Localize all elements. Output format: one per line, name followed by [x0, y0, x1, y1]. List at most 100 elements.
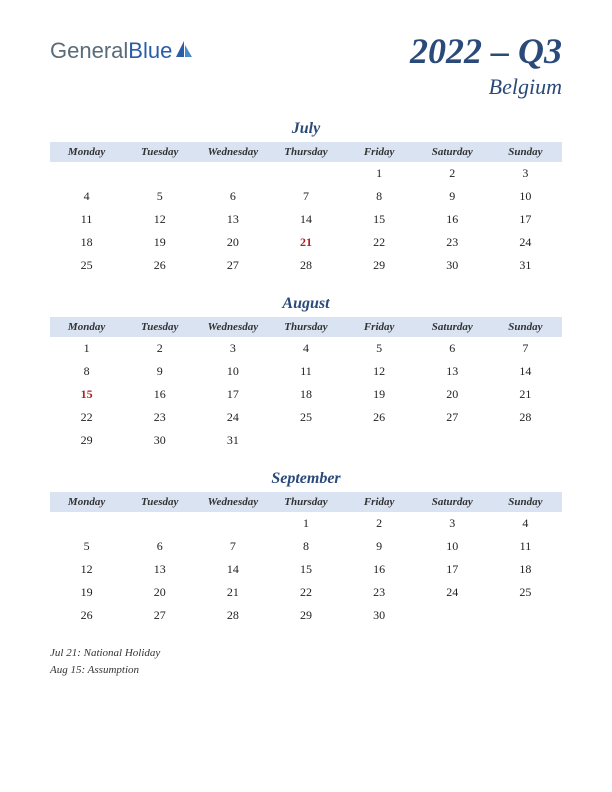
day-cell: 11 — [269, 360, 342, 383]
day-header: Monday — [50, 142, 123, 162]
day-cell: 25 — [269, 406, 342, 429]
day-header: Monday — [50, 317, 123, 337]
day-header: Saturday — [416, 142, 489, 162]
day-cell — [269, 429, 342, 452]
day-header: Sunday — [489, 317, 562, 337]
day-cell: 24 — [196, 406, 269, 429]
day-cell: 15 — [50, 383, 123, 406]
day-header: Friday — [343, 317, 416, 337]
month-block: AugustMondayTuesdayWednesdayThursdayFrid… — [50, 295, 562, 452]
table-row: 15161718192021 — [50, 383, 562, 406]
day-header: Wednesday — [196, 492, 269, 512]
day-cell — [343, 429, 416, 452]
day-header: Friday — [343, 492, 416, 512]
day-cell: 17 — [416, 558, 489, 581]
day-cell: 2 — [123, 337, 196, 360]
month-name: September — [50, 470, 562, 488]
header: General Blue 2022 – Q3 Belgium — [50, 30, 562, 100]
day-cell: 15 — [269, 558, 342, 581]
day-cell: 5 — [123, 185, 196, 208]
day-cell: 19 — [50, 581, 123, 604]
day-cell: 31 — [489, 254, 562, 277]
day-cell: 7 — [269, 185, 342, 208]
day-cell: 25 — [50, 254, 123, 277]
day-cell: 5 — [343, 337, 416, 360]
day-cell: 30 — [123, 429, 196, 452]
day-cell: 21 — [269, 231, 342, 254]
day-cell: 28 — [489, 406, 562, 429]
day-cell: 19 — [123, 231, 196, 254]
day-cell: 7 — [196, 535, 269, 558]
day-cell: 14 — [489, 360, 562, 383]
day-cell — [416, 604, 489, 627]
day-cell: 29 — [269, 604, 342, 627]
day-cell: 13 — [196, 208, 269, 231]
day-cell: 16 — [416, 208, 489, 231]
day-cell: 14 — [269, 208, 342, 231]
day-cell: 16 — [123, 383, 196, 406]
day-cell: 1 — [343, 162, 416, 185]
logo-sail-icon — [174, 39, 194, 64]
day-cell: 11 — [50, 208, 123, 231]
day-cell: 12 — [123, 208, 196, 231]
day-header: Wednesday — [196, 317, 269, 337]
table-row: 891011121314 — [50, 360, 562, 383]
day-cell: 3 — [416, 512, 489, 535]
table-row: 45678910 — [50, 185, 562, 208]
day-cell: 27 — [123, 604, 196, 627]
day-header: Tuesday — [123, 492, 196, 512]
day-cell: 2 — [416, 162, 489, 185]
day-cell: 24 — [489, 231, 562, 254]
day-header: Thursday — [269, 142, 342, 162]
day-cell — [269, 162, 342, 185]
month-block: September MondayTuesdayWednesdayThursdayF… — [50, 470, 562, 627]
day-cell: 11 — [489, 535, 562, 558]
holiday-note: Jul 21: National Holiday — [50, 645, 562, 662]
day-cell: 27 — [196, 254, 269, 277]
day-cell — [50, 162, 123, 185]
day-cell: 16 — [343, 558, 416, 581]
day-cell: 22 — [50, 406, 123, 429]
day-cell: 2 — [343, 512, 416, 535]
day-cell — [123, 512, 196, 535]
calendar-table: MondayTuesdayWednesdayThursdayFridaySatu… — [50, 317, 562, 452]
day-cell: 22 — [343, 231, 416, 254]
day-cell: 20 — [123, 581, 196, 604]
day-cell: 19 — [343, 383, 416, 406]
day-cell: 30 — [343, 604, 416, 627]
day-cell: 8 — [343, 185, 416, 208]
day-cell: 9 — [416, 185, 489, 208]
day-cell: 29 — [50, 429, 123, 452]
day-cell: 4 — [489, 512, 562, 535]
day-cell: 18 — [50, 231, 123, 254]
day-cell: 1 — [50, 337, 123, 360]
day-header: Wednesday — [196, 142, 269, 162]
calendar-table: MondayTuesdayWednesdayThursdayFridaySatu… — [50, 492, 562, 627]
day-cell: 10 — [196, 360, 269, 383]
day-header: Sunday — [489, 142, 562, 162]
calendar-table: MondayTuesdayWednesdayThursdayFridaySatu… — [50, 142, 562, 277]
day-cell: 26 — [123, 254, 196, 277]
day-header: Tuesday — [123, 142, 196, 162]
day-cell — [123, 162, 196, 185]
table-row: 12131415161718 — [50, 558, 562, 581]
day-cell: 4 — [50, 185, 123, 208]
day-cell: 18 — [489, 558, 562, 581]
logo-text-general: General — [50, 38, 128, 64]
table-row: 123 — [50, 162, 562, 185]
day-cell: 21 — [196, 581, 269, 604]
table-row: 567891011 — [50, 535, 562, 558]
day-cell: 14 — [196, 558, 269, 581]
table-row: 19202122232425 — [50, 581, 562, 604]
day-cell: 10 — [489, 185, 562, 208]
day-cell: 3 — [196, 337, 269, 360]
day-cell: 28 — [196, 604, 269, 627]
day-header: Monday — [50, 492, 123, 512]
day-cell: 5 — [50, 535, 123, 558]
day-cell: 27 — [416, 406, 489, 429]
day-header: Thursday — [269, 317, 342, 337]
day-header: Saturday — [416, 492, 489, 512]
day-cell: 23 — [343, 581, 416, 604]
day-cell: 26 — [343, 406, 416, 429]
holiday-note: Aug 15: Assumption — [50, 662, 562, 679]
